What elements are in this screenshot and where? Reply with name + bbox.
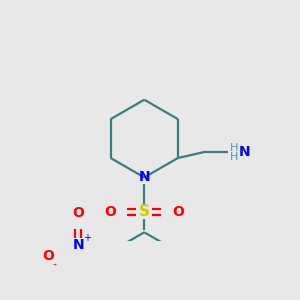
Text: O: O bbox=[104, 205, 116, 219]
Text: O: O bbox=[172, 205, 184, 219]
Text: N: N bbox=[139, 170, 150, 184]
Text: H: H bbox=[230, 143, 238, 153]
Text: S: S bbox=[139, 204, 150, 219]
Text: O: O bbox=[43, 249, 55, 263]
Text: +: + bbox=[83, 233, 92, 243]
Text: N: N bbox=[73, 238, 84, 252]
Text: O: O bbox=[72, 206, 84, 220]
Text: H: H bbox=[230, 152, 238, 162]
Text: N: N bbox=[238, 145, 250, 159]
Text: -: - bbox=[52, 259, 56, 269]
